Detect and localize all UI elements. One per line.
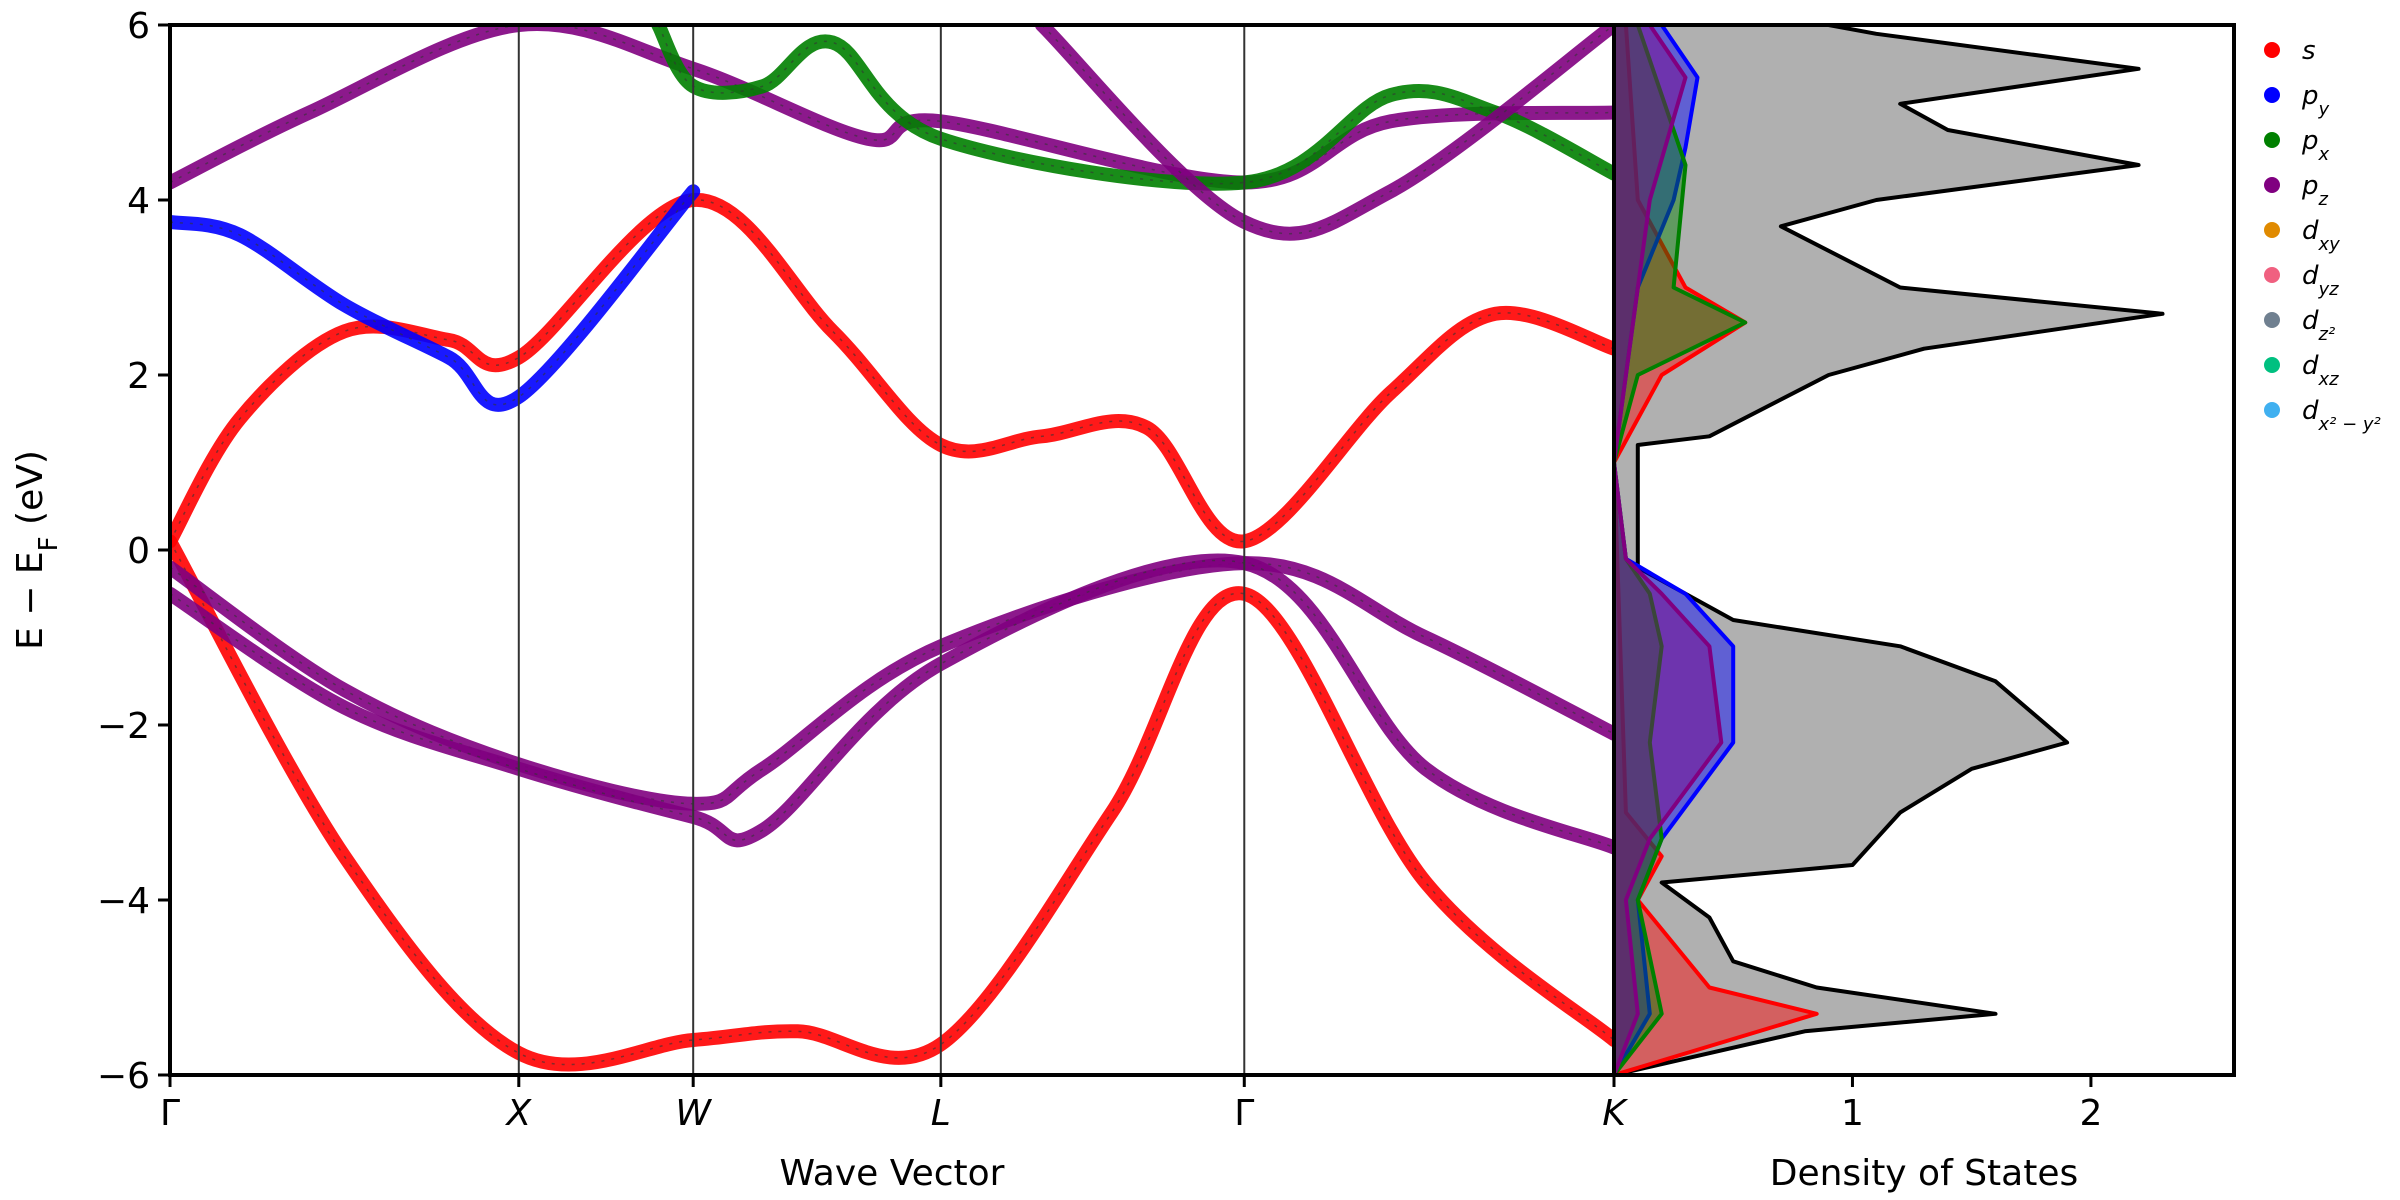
dos-series-line: [1614, 25, 1724, 1075]
dos-plot-frame: [1612, 23, 2236, 1077]
dos-axis-label: Density of States: [1770, 1153, 2079, 1194]
dos-tick-label: 1: [1841, 1093, 1864, 1134]
dos-series-fill: [1614, 25, 1817, 1075]
band-line: [170, 192, 1614, 549]
band-line-markers: [170, 199, 1614, 543]
legend: s py px pz dxy dyz dz² dxz dx² − y²: [2264, 36, 2381, 435]
band-line: [1035, 25, 1614, 241]
dos-series-fill: [1614, 25, 1722, 1075]
legend-marker: [2264, 177, 2280, 193]
band-line-markers: [170, 25, 1614, 184]
y-tick-label: 4: [127, 181, 150, 222]
band-line: [170, 553, 1614, 855]
legend-marker: [2264, 132, 2280, 148]
legend-label: py: [2301, 81, 2330, 120]
legend-label: s: [2302, 36, 2316, 66]
legend-marker: [2264, 267, 2280, 283]
legend-marker: [2264, 222, 2280, 238]
y-axis-label: E − EF (eV): [10, 450, 64, 650]
legend-label: dx² − y²: [2302, 396, 2381, 435]
dos-series-line: [1614, 25, 1819, 1075]
legend-label: dxz: [2302, 351, 2339, 390]
band-line-markers: [170, 540, 1614, 1066]
y-tick-label: 2: [127, 356, 150, 397]
y-tick-label: −2: [97, 706, 150, 747]
y-tick-label: 0: [127, 531, 150, 572]
dos-series-fill: [1614, 25, 1734, 1075]
legend-label: dxy: [2302, 216, 2340, 255]
y-tick-label: −6: [97, 1056, 150, 1097]
legend-marker: [2264, 42, 2280, 58]
band-line-markers: [657, 25, 1614, 185]
y-tick-label: −4: [97, 881, 150, 922]
legend-label: pz: [2301, 171, 2329, 210]
y-tick-label: 6: [127, 6, 150, 47]
y-axis-ticks: −6 −4 −2 0 2 4 6: [97, 6, 170, 1097]
legend-label: dz²: [2302, 306, 2335, 345]
legend-marker: [2264, 87, 2280, 103]
k-tick-label: W: [675, 1093, 712, 1134]
k-tick-label: X: [504, 1093, 532, 1134]
dos-tick-label: 2: [2079, 1093, 2102, 1134]
legend-label: dyz: [2302, 261, 2339, 300]
band-line: [170, 184, 701, 412]
k-tick-label: Γ: [1234, 1093, 1254, 1134]
k-tick-label: L: [931, 1093, 951, 1134]
legend-marker: [2264, 312, 2280, 328]
dos-areas: [1614, 25, 2165, 1075]
dos-series-fill: [1614, 25, 1746, 1075]
legend-label: px: [2301, 126, 2330, 165]
legend-marker: [2264, 402, 2280, 418]
dos-total-fill: [1614, 25, 2163, 1075]
k-tick-label: K: [1602, 1093, 1628, 1134]
legend-marker: [2264, 357, 2280, 373]
k-tick-label: Γ: [160, 1093, 180, 1134]
band-lines: [170, 25, 1614, 1072]
band-line-markers: [170, 190, 694, 406]
band-line-markers: [170, 562, 1614, 805]
band-line-markers: [170, 559, 1614, 849]
high-symmetry-lines: [517, 25, 1246, 1075]
x-axis-label: Wave Vector: [780, 1153, 1005, 1194]
band-line: [170, 556, 1614, 811]
